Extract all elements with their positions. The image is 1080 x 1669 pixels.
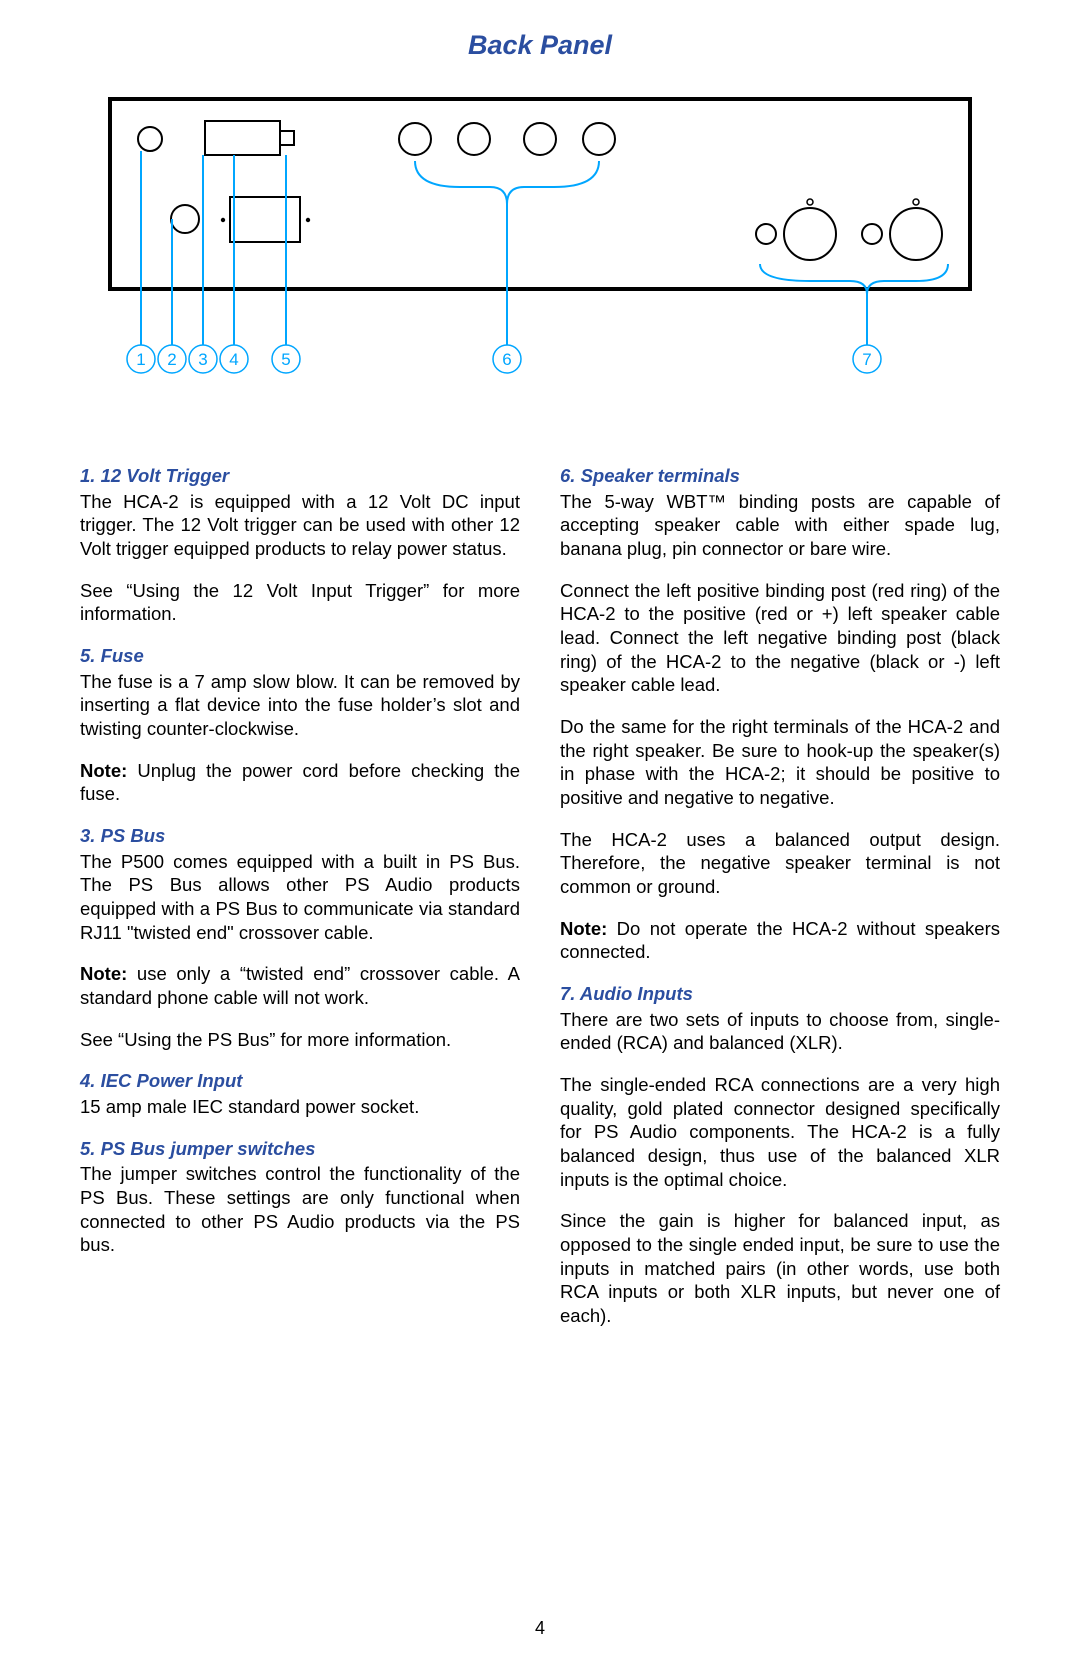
- body-paragraph: The HCA-2 is equipped with a 12 Volt DC …: [80, 490, 520, 561]
- body-paragraph: See “Using the 12 Volt Input Trigger” fo…: [80, 579, 520, 626]
- section-heading: 7. Audio Inputs: [560, 982, 1000, 1006]
- section-heading: 4. IEC Power Input: [80, 1069, 520, 1093]
- section-heading: 5. PS Bus jumper switches: [80, 1137, 520, 1161]
- body-paragraph: Since the gain is higher for balanced in…: [560, 1209, 1000, 1327]
- svg-text:6: 6: [502, 350, 511, 369]
- page-title: Back Panel: [80, 30, 1000, 61]
- svg-text:3: 3: [198, 350, 207, 369]
- body-paragraph: The fuse is a 7 amp slow blow. It can be…: [80, 670, 520, 741]
- right-column: 6. Speaker terminalsThe 5-way WBT™ bindi…: [560, 464, 1000, 1328]
- body-paragraph: Do the same for the right terminals of t…: [560, 715, 1000, 810]
- body-paragraph: The HCA-2 uses a balanced output design.…: [560, 828, 1000, 899]
- section-heading: 1. 12 Volt Trigger: [80, 464, 520, 488]
- content-columns: 1. 12 Volt TriggerThe HCA-2 is equipped …: [80, 464, 1000, 1328]
- section-heading: 3. PS Bus: [80, 824, 520, 848]
- body-paragraph: The 5-way WBT™ binding posts are capable…: [560, 490, 1000, 561]
- page-number: 4: [0, 1618, 1080, 1639]
- body-paragraph: Note: Unplug the power cord before check…: [80, 759, 520, 806]
- note-label: Note:: [560, 918, 607, 939]
- section-heading: 5. Fuse: [80, 644, 520, 668]
- body-paragraph: See “Using the PS Bus” for more informat…: [80, 1028, 520, 1052]
- body-paragraph: Connect the left positive binding post (…: [560, 579, 1000, 697]
- section-heading: 6. Speaker terminals: [560, 464, 1000, 488]
- svg-text:1: 1: [136, 350, 145, 369]
- back-panel-diagram: 1 2 3 4 5 6 7: [80, 89, 1000, 394]
- left-column: 1. 12 Volt TriggerThe HCA-2 is equipped …: [80, 464, 520, 1328]
- body-paragraph: Note: Do not operate the HCA-2 without s…: [560, 917, 1000, 964]
- svg-text:4: 4: [229, 350, 238, 369]
- body-paragraph: The P500 comes equipped with a built in …: [80, 850, 520, 945]
- svg-text:2: 2: [167, 350, 176, 369]
- note-label: Note:: [80, 963, 127, 984]
- body-paragraph: There are two sets of inputs to choose f…: [560, 1008, 1000, 1055]
- body-paragraph: Note: use only a “twisted end” crossover…: [80, 962, 520, 1009]
- note-label: Note:: [80, 760, 127, 781]
- body-paragraph: The single-ended RCA connections are a v…: [560, 1073, 1000, 1191]
- diagram-svg: 1 2 3 4 5 6 7: [80, 89, 1000, 389]
- body-paragraph: 15 amp male IEC standard power socket.: [80, 1095, 520, 1119]
- svg-text:7: 7: [862, 350, 871, 369]
- body-paragraph: The jumper switches control the function…: [80, 1162, 520, 1257]
- svg-text:5: 5: [281, 350, 290, 369]
